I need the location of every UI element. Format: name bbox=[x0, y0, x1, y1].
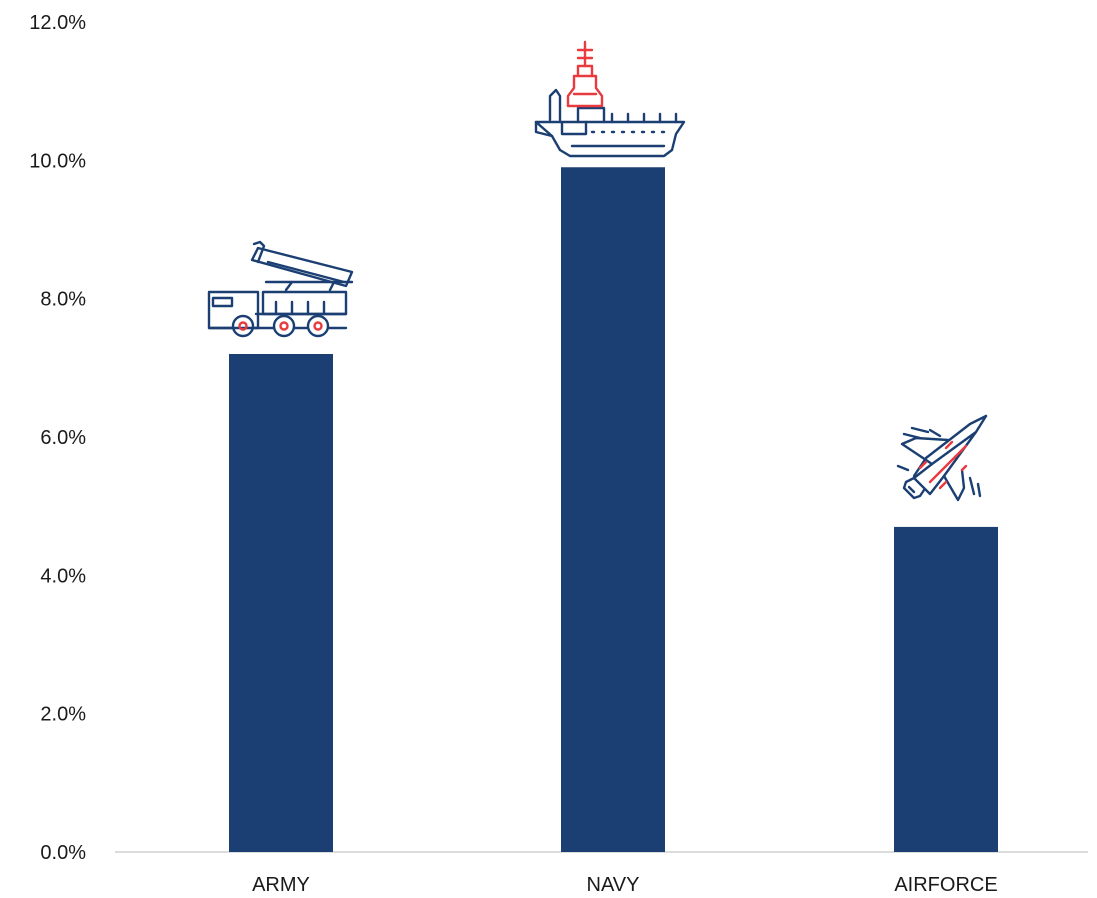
bar-navy bbox=[561, 167, 665, 852]
bar-airforce bbox=[894, 526, 998, 852]
y-axis: 0.0% 2.0% 4.0% 6.0% 8.0% 10.0% 12.0% bbox=[29, 12, 86, 864]
missile-launcher-truck-icon bbox=[207, 240, 354, 338]
y-tick-label: 2.0% bbox=[40, 704, 86, 726]
y-tick-label: 0.0% bbox=[40, 842, 86, 864]
bar-army bbox=[229, 354, 333, 852]
x-tick-label: AIRFORCE bbox=[894, 874, 997, 896]
y-tick-label: 4.0% bbox=[40, 565, 86, 587]
bars bbox=[229, 167, 998, 852]
x-axis: ARMY NAVY AIRFORCE bbox=[252, 874, 998, 896]
fighter-jet-icon bbox=[896, 414, 988, 502]
y-tick-label: 10.0% bbox=[29, 150, 86, 172]
y-tick-label: 8.0% bbox=[40, 289, 86, 311]
x-tick-label: ARMY bbox=[252, 874, 310, 896]
x-tick-label: NAVY bbox=[587, 874, 640, 896]
y-tick-label: 6.0% bbox=[40, 427, 86, 449]
y-tick-label: 12.0% bbox=[29, 12, 86, 34]
aircraft-carrier-icon bbox=[534, 40, 686, 158]
